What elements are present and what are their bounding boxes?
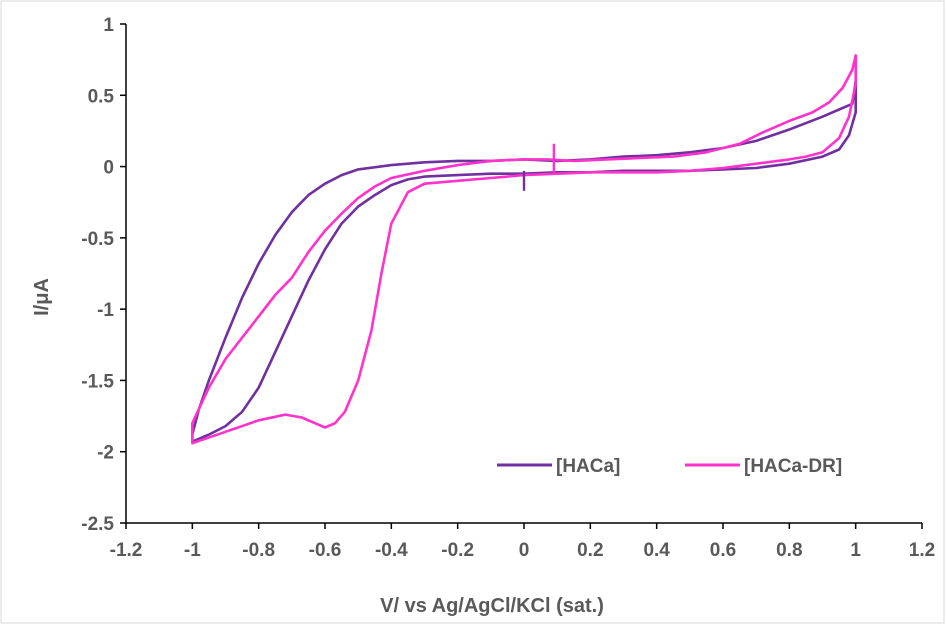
x-tick-label: -1.2	[110, 540, 143, 561]
axes: -2.5 -2 -1.5 -1 -0.5 0 0.5 1 -1.2 -1 -0.8 -0.6 -0.4 -…	[81, 15, 935, 561]
series-line-haca	[191, 79, 857, 443]
y-tick-label: -2	[97, 443, 114, 464]
x-tick-label: -0.8	[242, 540, 275, 561]
annotation-layer	[522, 143, 556, 191]
legend: [HACa] [HACa-DR]	[497, 456, 842, 477]
y-tick-label: -1.5	[81, 371, 114, 392]
y-tick-label: 0.5	[88, 86, 115, 107]
y-tick-label: 0	[103, 158, 114, 179]
y-tick-label: -1	[97, 300, 114, 321]
x-tick-label: 1.2	[909, 540, 935, 561]
series-layer	[191, 54, 857, 445]
x-tick-label: 1	[850, 540, 861, 561]
legend-label-haca: [HACa]	[556, 456, 620, 477]
x-tick-label: -0.4	[375, 540, 408, 561]
y-tick-label: -2.5	[81, 514, 114, 535]
x-tick-label: 0.2	[577, 540, 603, 561]
x-tick-label: -0.6	[309, 540, 342, 561]
x-tick-label: 0.6	[710, 540, 736, 561]
x-tick-label: -1	[184, 540, 201, 561]
x-tick-label: -0.2	[441, 540, 474, 561]
x-tick-label: 0.8	[776, 540, 802, 561]
y-tick-label: -0.5	[81, 229, 114, 250]
series-line-haca-dr	[191, 54, 857, 445]
x-axis-title: V/ vs Ag/AgCl/KCl (sat.)	[380, 595, 604, 617]
y-tick-label: 1	[103, 15, 114, 36]
x-tick-label: 0.4	[643, 540, 670, 561]
x-tick-label: 0	[519, 540, 530, 561]
legend-label-haca-dr: [HACa-DR]	[744, 456, 842, 477]
y-axis-title: I/μA	[31, 278, 53, 316]
